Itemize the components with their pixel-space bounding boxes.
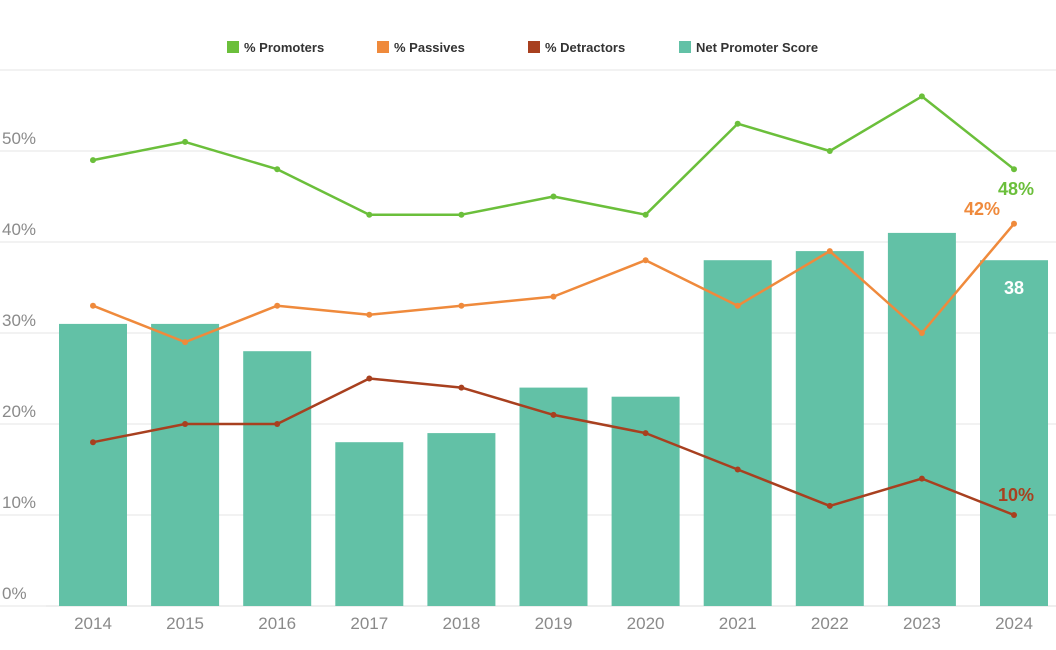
x-tick-label: 2017 [350,614,388,633]
bar [427,433,496,606]
data-point [458,302,465,309]
legend-item-net-promoter-score: Net Promoter Score [679,40,818,55]
data-point [182,138,189,145]
y-tick-label: 0% [2,584,27,603]
legend-item-detractors: % Detractors [528,40,625,55]
x-tick-label: 2019 [535,614,573,633]
x-tick-label: 2021 [719,614,757,633]
end-label-detractors: 10% [998,485,1034,505]
data-point [1011,512,1017,518]
legend-swatch [227,41,239,53]
data-point [274,166,281,173]
y-tick-label: 20% [2,402,36,421]
data-point [366,311,373,318]
series-passives [90,220,1017,346]
data-point [1011,220,1017,227]
data-point [642,257,649,264]
data-point [550,293,557,300]
data-point [90,439,96,446]
x-axis: 2014 2015 2016 2017 2018 2019 2020 2021 2022 2023… [74,614,1033,633]
bar [243,351,312,606]
data-point [826,248,833,255]
data-point [918,93,925,100]
bar [151,323,220,606]
bar [795,251,864,606]
end-label-passives: 42% [964,199,1000,219]
legend-swatch [528,41,540,53]
bar [980,260,1048,606]
data-point [734,302,741,309]
y-axis: 0% 10% 20% 30% 40% 50% [2,129,36,603]
line-series [90,93,1017,518]
data-point [550,193,557,200]
data-point [90,302,96,309]
bar-series [59,232,1048,606]
bar [519,387,588,606]
y-tick-label: 50% [2,129,36,148]
data-point [182,421,189,427]
data-point [918,330,925,336]
data-point [366,211,373,218]
x-tick-label: 2014 [74,614,112,633]
x-tick-label: 2023 [903,614,941,633]
x-tick-label: 2015 [166,614,204,633]
legend-label: % Promoters [244,40,324,55]
legend-item-promoters: % Promoters [227,40,324,55]
x-tick-label: 2024 [995,614,1033,633]
bar [703,260,772,606]
bar [887,232,956,606]
data-point [642,430,649,437]
bar [59,323,127,606]
legend-label: Net Promoter Score [696,40,818,55]
data-point [734,120,741,127]
end-label-promoters: 48% [998,179,1034,199]
legend-label: % Passives [394,40,465,55]
bar [335,442,404,606]
data-point [642,211,649,218]
x-tick-label: 2018 [442,614,480,633]
data-point [1011,166,1017,173]
data-point [90,157,96,164]
data-point [366,375,373,382]
series-promoters [90,93,1017,218]
data-point [182,339,189,346]
data-point [458,384,465,391]
legend-swatch [377,41,389,53]
legend-swatch [679,41,691,53]
data-point [458,211,465,218]
x-tick-label: 2020 [627,614,665,633]
data-point [274,421,281,427]
y-tick-label: 40% [2,220,36,239]
y-tick-label: 10% [2,493,36,512]
data-point [550,411,557,418]
legend-item-passives: % Passives [377,40,465,55]
end-labels: 38 48%42% 10% [964,179,1034,505]
data-point [826,502,833,509]
x-tick-label: 2022 [811,614,849,633]
data-point [274,302,281,309]
bar-end-label: 38 [1004,278,1024,298]
legend-label: % Detractors [545,40,625,55]
x-tick-label: 2016 [258,614,296,633]
series-detractors [90,375,1017,518]
legend: % Promoters % Passives % Detractors Net Pro… [227,40,818,55]
data-point [734,466,741,473]
data-point [918,475,925,482]
y-tick-label: 30% [2,311,36,330]
data-point [826,148,833,154]
